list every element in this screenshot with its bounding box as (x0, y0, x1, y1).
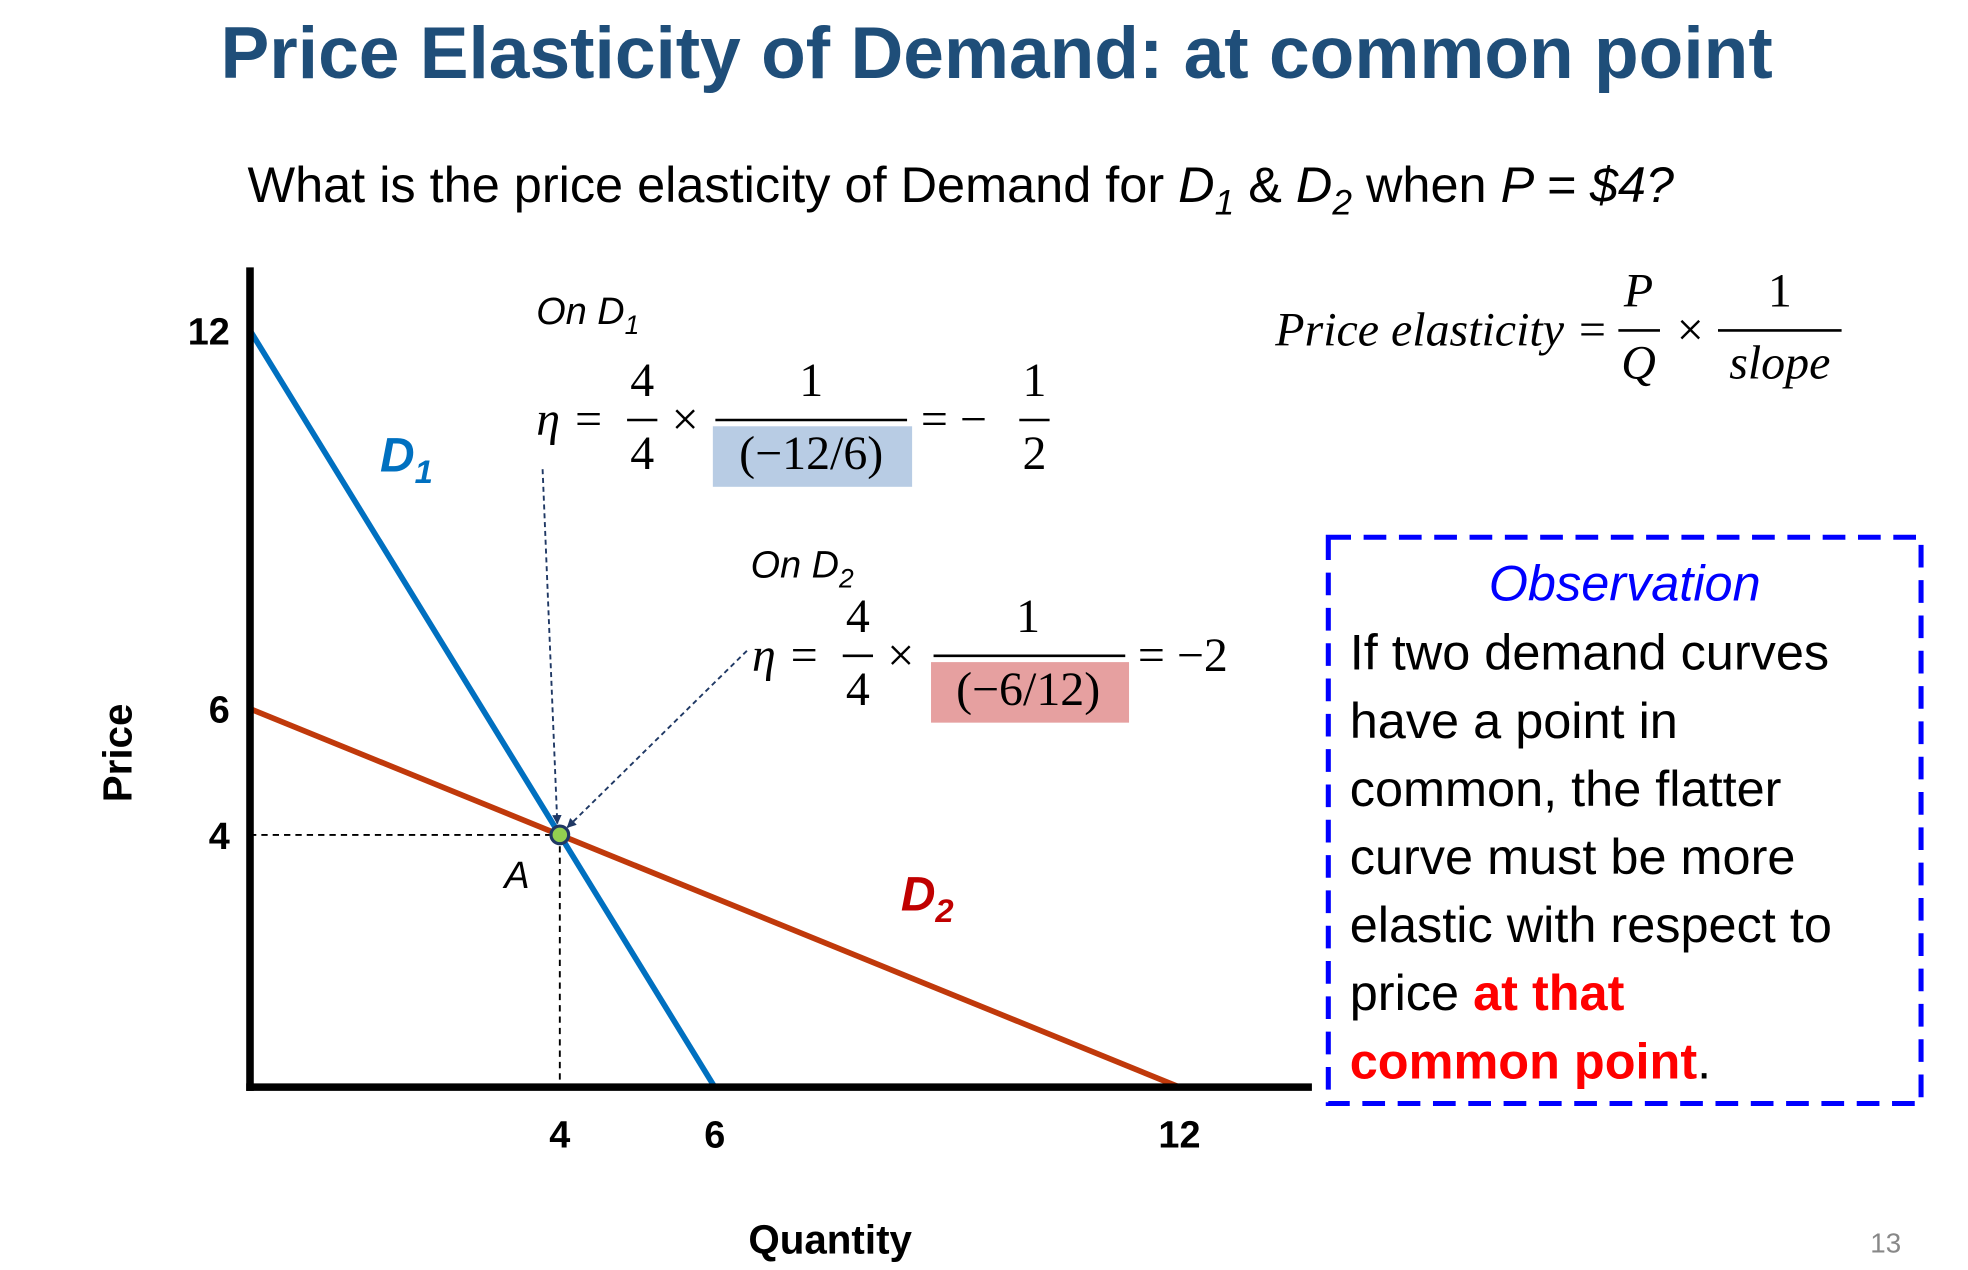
question-text: 1 (1215, 183, 1235, 222)
observation-title: Observation (1489, 554, 1761, 611)
formula-text: 2 (1022, 427, 1046, 480)
formula-text: × (672, 393, 699, 446)
y-tick-label: 4 (209, 816, 230, 858)
slide-title: Price Elasticity of Demand: at common po… (221, 13, 1773, 94)
question-text: P = $4? (1501, 156, 1674, 213)
question: What is the price elasticity of Demand f… (247, 156, 1674, 223)
observation-line: curve must be more (1350, 828, 1796, 885)
observation-text: . (1697, 1032, 1711, 1089)
formula-text: × (1677, 304, 1704, 357)
annotation-text: 1 (625, 310, 640, 340)
highlight (712, 426, 913, 487)
formula-text: Price elasticity = (1274, 304, 1608, 357)
formula-text: η = (536, 393, 604, 446)
formula-text: 4 (846, 590, 870, 643)
x-tick-label: 6 (704, 1115, 725, 1157)
highlight (931, 662, 1130, 723)
formula-text: 4 (630, 354, 654, 407)
question-text: D (1178, 156, 1214, 213)
series-name: D (380, 430, 415, 483)
observation-box (1325, 534, 1924, 1107)
formula-text: slope (1729, 336, 1830, 389)
formula-d2: η = 4 4 × 1 (−6/12) = −2 (752, 590, 1228, 723)
formula-text: 4 (846, 663, 870, 716)
annotation-label: On D2 (751, 545, 854, 594)
question-text: & (1234, 156, 1296, 213)
formula-text: P (1623, 264, 1653, 317)
observation-line: price at that (1350, 964, 1625, 1021)
question-text: 2 (1331, 183, 1352, 222)
annotation-label: On D1 (536, 291, 639, 340)
page-number: 13 (1870, 1227, 1901, 1258)
y-tick-label: 6 (209, 690, 230, 732)
series-label: D2 (901, 869, 954, 929)
formula-text: η = (752, 629, 820, 682)
observation-text: price (1350, 964, 1473, 1021)
observation-line: If two demand curves (1350, 624, 1829, 681)
annotation-text: 2 (838, 564, 854, 594)
question-text: D (1296, 156, 1332, 213)
annotation-text: On D (536, 291, 624, 333)
question-text: when (1352, 156, 1501, 213)
point-label: A (502, 855, 529, 897)
formula-text: 4 (630, 427, 654, 480)
series-subscript: 2 (934, 892, 953, 929)
observation-line: have a point in (1350, 692, 1678, 749)
observation-line: common, the flatter (1350, 760, 1782, 817)
formula-text: 1 (1768, 264, 1792, 317)
series-label: D1 (380, 430, 433, 490)
observation-body: If two demand curves have a point in com… (1350, 624, 1832, 1090)
formula-d1: η = 4 4 × 1 (−12/6) = − 1 2 (536, 354, 1050, 487)
formula-text: = −2 (1138, 629, 1228, 682)
formula-text: 1 (1022, 354, 1046, 407)
demand-line (247, 328, 718, 1089)
y-axis-label: Price (94, 704, 140, 803)
annotation-text: On D (751, 545, 839, 587)
formula-text: (−12/6) (739, 427, 883, 480)
formula-text: Q (1621, 336, 1656, 389)
observation-emphasis: common point (1350, 1032, 1698, 1089)
annotation-arrow (566, 650, 748, 829)
x-axis-label: Quantity (748, 1217, 912, 1263)
demand-line (248, 706, 1181, 1090)
observation-line: elastic with respect to (1350, 896, 1832, 953)
observation-emphasis: at that (1473, 964, 1625, 1021)
formula-text: 1 (799, 354, 823, 407)
annotation-arrow (541, 469, 562, 825)
y-tick-label: 12 (188, 311, 230, 353)
question-text: What is the price elasticity of Demand f… (247, 156, 1178, 213)
observation-line: common point. (1350, 1032, 1711, 1089)
formula-text: × (887, 629, 914, 682)
common-point (549, 824, 571, 846)
series-subscript: 1 (415, 453, 433, 490)
formula: Price elasticity = P Q × 1 slope (1274, 264, 1842, 389)
x-tick-label: 12 (1158, 1115, 1200, 1157)
formula-text: (−6/12) (956, 663, 1100, 716)
x-tick-label: 4 (549, 1115, 570, 1157)
formula-text: 1 (1016, 590, 1040, 643)
formula-text: = − (921, 393, 987, 446)
series-name: D (901, 869, 936, 922)
